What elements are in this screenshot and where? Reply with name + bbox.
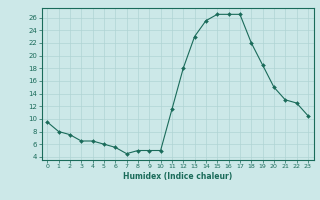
X-axis label: Humidex (Indice chaleur): Humidex (Indice chaleur)	[123, 172, 232, 181]
